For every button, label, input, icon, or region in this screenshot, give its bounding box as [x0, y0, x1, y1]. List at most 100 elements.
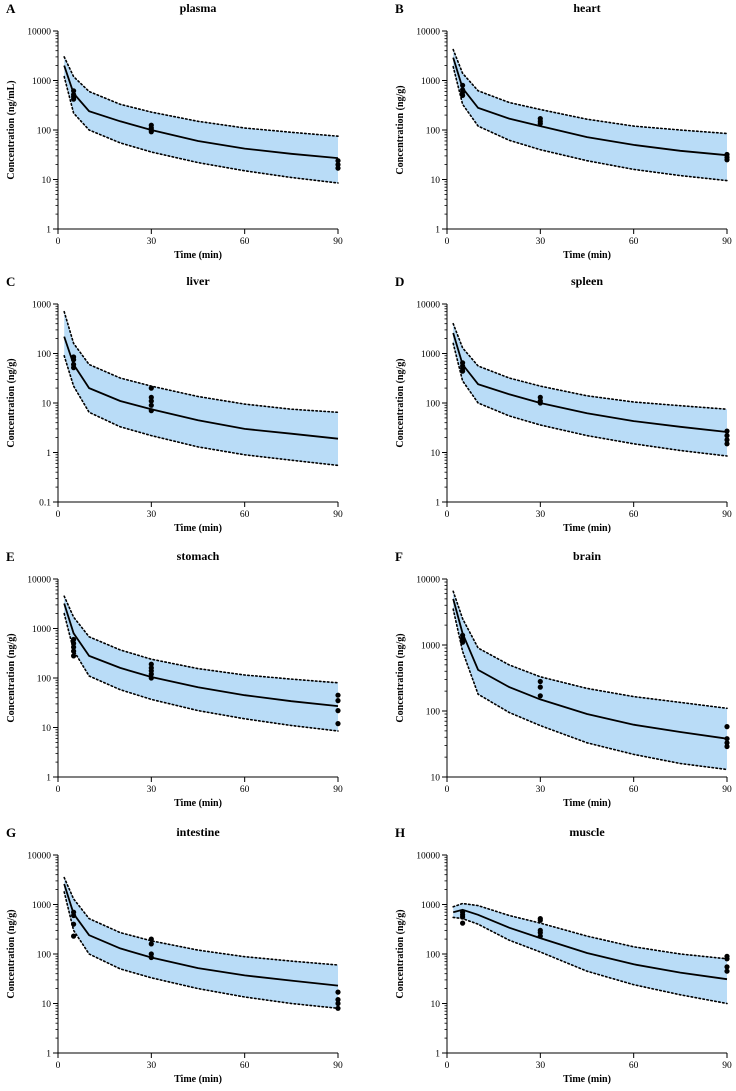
y-tick-label: 1 — [46, 1049, 51, 1059]
observed-point — [148, 385, 154, 391]
x-tick-label: 0 — [445, 1061, 450, 1071]
panel-brain: 10 100 1000 10000 0 30 60 90 Time (min) Concentra… — [395, 549, 732, 809]
x-tick-label: 30 — [147, 785, 157, 795]
lower-bound-line — [63, 612, 339, 732]
observed-point — [335, 997, 341, 1003]
x-tick-label: 90 — [722, 785, 732, 795]
observed-point — [335, 158, 341, 164]
x-axis-label: Time (min) — [174, 250, 222, 261]
observed-point — [148, 941, 154, 947]
x-tick-label: 0 — [56, 510, 61, 520]
x-tick-label: 90 — [333, 237, 343, 247]
panel-muscle: 1 10 100 1000 10000 0 30 60 90 Time (min) Concentr… — [395, 825, 732, 1085]
observed-point — [148, 408, 154, 414]
y-tick-label: 10 — [42, 399, 52, 409]
panel-letter: H — [395, 825, 405, 840]
y-tick-label: 100 — [426, 399, 441, 409]
lower-bound-line — [63, 75, 339, 184]
y-tick-label: 10000 — [416, 27, 440, 37]
observed-point — [724, 157, 730, 163]
prediction-band — [453, 323, 727, 456]
x-tick-label: 30 — [147, 510, 157, 520]
observed-point — [537, 394, 543, 400]
x-tick-label: 90 — [722, 237, 732, 247]
y-axis-label: Concentration (ng/mL) — [6, 80, 17, 179]
y-tick-label: 1000 — [32, 77, 51, 87]
y-tick-label: 10 — [431, 773, 441, 783]
y-tick-label: 1000 — [421, 641, 440, 651]
observed-point — [148, 129, 154, 135]
y-tick-label: 10 — [42, 724, 52, 734]
x-tick-label: 60 — [629, 785, 639, 795]
panel-title: liver — [186, 274, 210, 288]
y-tick-label: 10 — [42, 176, 52, 186]
y-tick-label: 100 — [426, 126, 441, 136]
x-axis-label: Time (min) — [563, 250, 611, 261]
y-tick-label: 100 — [37, 674, 52, 684]
x-tick-label: 90 — [333, 785, 343, 795]
lower-bound-line — [63, 891, 339, 1010]
x-axis-label: Time (min) — [563, 523, 611, 534]
observed-point — [148, 402, 154, 408]
y-axis-label: Concentration (ng/g) — [395, 633, 406, 722]
x-axis-label: Time (min) — [174, 523, 222, 534]
y-tick-label: 1 — [46, 449, 51, 459]
prediction-band — [64, 56, 338, 183]
x-tick-label: 30 — [147, 1061, 157, 1071]
x-axis-label: Time (min) — [563, 1074, 611, 1085]
observed-point — [537, 400, 543, 406]
y-tick-label: 100 — [426, 950, 441, 960]
prediction-band — [64, 596, 338, 731]
x-tick-label: 60 — [629, 1061, 639, 1071]
observed-point — [724, 956, 730, 962]
y-tick-label: 10 — [431, 1000, 441, 1010]
x-tick-label: 30 — [536, 237, 546, 247]
observed-point — [460, 914, 466, 920]
observed-point — [335, 165, 341, 171]
y-tick-label: 10000 — [416, 300, 440, 310]
y-tick-label: 1 — [435, 225, 440, 235]
observed-point — [537, 120, 543, 127]
y-tick-label: 10 — [431, 449, 441, 459]
panel-spleen: 1 10 100 1000 10000 0 30 60 90 Time (min) Concentr… — [395, 274, 732, 534]
observed-point — [335, 721, 341, 727]
observed-point — [148, 398, 154, 404]
observed-point — [537, 684, 543, 690]
x-tick-label: 0 — [445, 510, 450, 520]
y-tick-label: 10000 — [416, 575, 440, 585]
y-tick-label: 100 — [37, 950, 52, 960]
panel-letter: C — [6, 274, 15, 289]
observed-point — [71, 933, 77, 939]
y-tick-label: 10000 — [27, 27, 51, 37]
observed-point — [537, 693, 543, 699]
y-axis-label: Concentration (ng/g) — [6, 633, 17, 722]
observed-point — [71, 96, 77, 102]
x-tick-label: 90 — [722, 510, 732, 520]
observed-point — [335, 1000, 341, 1007]
x-tick-label: 60 — [240, 510, 250, 520]
upper-bound-line — [63, 56, 339, 137]
observed-point — [71, 653, 77, 659]
x-axis-label: Time (min) — [174, 798, 222, 809]
x-axis-label: Time (min) — [174, 1074, 222, 1085]
observed-point — [335, 692, 341, 698]
y-axis-label: Concentration (ng/g) — [6, 358, 17, 447]
y-tick-label: 1000 — [32, 625, 51, 635]
y-tick-label: 10000 — [27, 575, 51, 585]
panel-title: plasma — [180, 1, 217, 15]
prediction-band — [64, 877, 338, 1009]
x-tick-label: 0 — [445, 785, 450, 795]
x-tick-label: 30 — [536, 785, 546, 795]
y-tick-label: 1000 — [421, 350, 440, 360]
observed-point — [148, 394, 154, 400]
observed-point — [71, 365, 77, 371]
y-tick-label: 10 — [42, 1000, 52, 1010]
observed-point — [71, 912, 77, 919]
observed-point — [335, 1005, 341, 1011]
observed-point — [148, 954, 154, 961]
lower-bound-line — [452, 342, 728, 457]
lower-bound-line — [63, 354, 339, 467]
observed-point — [724, 724, 730, 730]
y-axis-label: Concentration (ng/g) — [395, 358, 406, 447]
